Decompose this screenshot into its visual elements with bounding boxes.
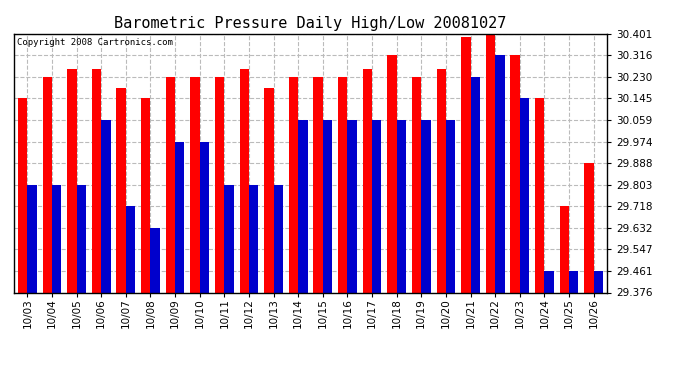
Bar [101,120,110,292]
Bar [461,37,471,292]
Bar [437,69,446,292]
Bar [520,98,529,292]
Bar [495,55,504,292]
Bar [348,120,357,292]
Bar [150,228,160,292]
Bar [298,120,308,292]
Bar [471,77,480,292]
Bar [422,120,431,292]
Text: Copyright 2008 Cartronics.com: Copyright 2008 Cartronics.com [17,38,172,46]
Bar [446,120,455,292]
Bar [117,88,126,292]
Bar [215,77,224,292]
Bar [92,69,101,292]
Bar [569,271,578,292]
Bar [224,185,234,292]
Bar [126,206,135,292]
Bar [77,185,86,292]
Bar [584,163,593,292]
Bar [67,69,77,292]
Bar [387,55,397,292]
Bar [323,120,332,292]
Bar [273,185,283,292]
Bar [289,77,298,292]
Bar [264,88,273,292]
Bar [544,271,554,292]
Bar [412,77,422,292]
Bar [338,77,348,292]
Bar [486,34,495,292]
Bar [175,141,184,292]
Bar [52,185,61,292]
Bar [249,185,258,292]
Bar [363,69,372,292]
Bar [397,120,406,292]
Bar [313,77,323,292]
Bar [511,55,520,292]
Bar [199,141,209,292]
Bar [166,77,175,292]
Bar [43,77,52,292]
Bar [535,98,544,292]
Bar [28,185,37,292]
Bar [190,77,199,292]
Bar [560,206,569,292]
Bar [372,120,382,292]
Title: Barometric Pressure Daily High/Low 20081027: Barometric Pressure Daily High/Low 20081… [115,16,506,31]
Bar [239,69,249,292]
Bar [141,98,150,292]
Bar [18,98,28,292]
Bar [593,271,603,292]
